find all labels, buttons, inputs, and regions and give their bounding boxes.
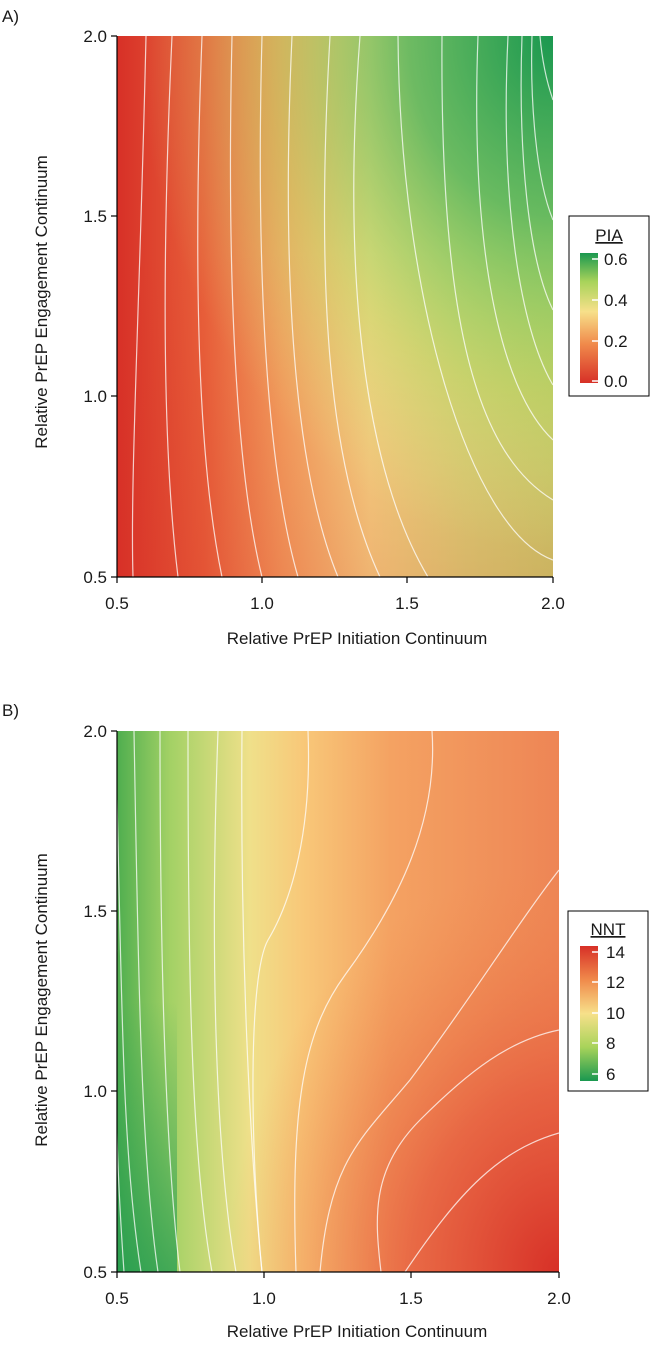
panel-a-x-tick-labels: 0.5 1.0 1.5 2.0 [105, 594, 565, 613]
legend-tick-label: 14 [606, 943, 625, 962]
contour-line [159, 731, 181, 1272]
legend-ticks [592, 951, 598, 1075]
contour-line [539, 36, 553, 101]
contour-line [353, 36, 429, 577]
contour-line [287, 36, 339, 577]
y-tick-label: 1.0 [83, 1082, 107, 1101]
x-tick-label: 2.0 [541, 594, 565, 613]
contour-line [376, 1029, 559, 1272]
contour-line [397, 36, 553, 561]
legend-color-bar [580, 253, 598, 383]
panel-b-heatmap-red [117, 731, 559, 1272]
panel-b-x-axis-title: Relative PrEP Initiation Continuum [227, 1322, 488, 1341]
panel-a-y-axis-title: Relative PrEP Engagement Continuum [32, 155, 51, 449]
y-tick-label: 2.0 [83, 722, 107, 741]
contour-line [323, 36, 381, 577]
legend-tick-label: 0.2 [604, 332, 628, 351]
contour-line [213, 731, 237, 1272]
panel-b-label: B) [2, 701, 19, 720]
contour-line [319, 869, 559, 1272]
panel-b-legend: NNT 6 8 10 12 14 [567, 910, 649, 1092]
panel-b-axes [111, 730, 560, 1278]
y-tick-label: 1.5 [83, 902, 107, 921]
panel-b-x-tick-labels: 0.5 1.0 1.5 2.0 [105, 1289, 571, 1308]
legend-tick-label: 10 [606, 1004, 625, 1023]
contour-line [476, 36, 553, 441]
contour-line [133, 731, 159, 1272]
y-tick-label: 2.0 [83, 27, 107, 46]
contour-line [197, 36, 223, 577]
panel-a-label: A) [2, 7, 19, 26]
contour-line [520, 36, 553, 311]
panel-a-x-axis-title: Relative PrEP Initiation Continuum [227, 629, 488, 648]
legend-tick-label: 0.4 [604, 291, 628, 310]
panel-b-y-axis-title: Relative PrEP Engagement Continuum [32, 853, 51, 1147]
y-tick-label: 1.0 [83, 387, 107, 406]
contour-line [229, 36, 263, 577]
legend-title: NNT [591, 920, 626, 939]
panel-a-legend: PIA 0.0 0.2 0.4 0.6 [568, 215, 650, 397]
x-tick-label: 2.0 [547, 1289, 571, 1308]
contour-line [531, 36, 553, 221]
legend-tick-label: 0.0 [604, 372, 628, 391]
panel-b-contours [117, 731, 559, 1272]
y-tick-label: 0.5 [83, 1263, 107, 1282]
contour-line [187, 731, 213, 1272]
x-tick-label: 1.0 [252, 1289, 276, 1308]
x-tick-label: 0.5 [105, 594, 129, 613]
contour-line [505, 36, 553, 386]
contour-line [117, 799, 142, 1272]
contour-line [294, 731, 434, 1272]
contour-line [259, 36, 299, 577]
panel-a-axes [111, 35, 554, 583]
x-tick-label: 1.5 [395, 594, 419, 613]
legend-tick-label: 6 [606, 1065, 615, 1084]
y-tick-label: 1.5 [83, 207, 107, 226]
contour-line [441, 36, 553, 501]
y-tick-label: 0.5 [83, 568, 107, 587]
panel-a-y-tick-labels: 0.5 1.0 1.5 2.0 [83, 27, 107, 587]
legend-ticks [592, 258, 598, 382]
x-tick-label: 1.5 [399, 1289, 423, 1308]
panel-a-plot-area [117, 36, 553, 577]
panel-a-contours [131, 36, 553, 577]
panel-b-heatmap-green-edge [117, 731, 177, 1272]
x-tick-label: 0.5 [105, 1289, 129, 1308]
x-tick-label: 1.0 [250, 594, 274, 613]
legend-tick-label: 12 [606, 973, 625, 992]
panel-b-y-tick-labels: 0.5 1.0 1.5 2.0 [83, 722, 107, 1282]
legend-tick-label: 8 [606, 1034, 615, 1053]
contour-line [252, 731, 310, 1272]
contour-line [404, 1132, 559, 1272]
panel-b-plot-area [117, 731, 559, 1272]
legend-color-bar [580, 946, 598, 1081]
legend-tick-label: 0.6 [604, 250, 628, 269]
legend-title: PIA [595, 226, 623, 245]
panel-a-heatmap-green [117, 36, 553, 577]
contour-line [164, 36, 179, 577]
contour-line [131, 36, 147, 577]
